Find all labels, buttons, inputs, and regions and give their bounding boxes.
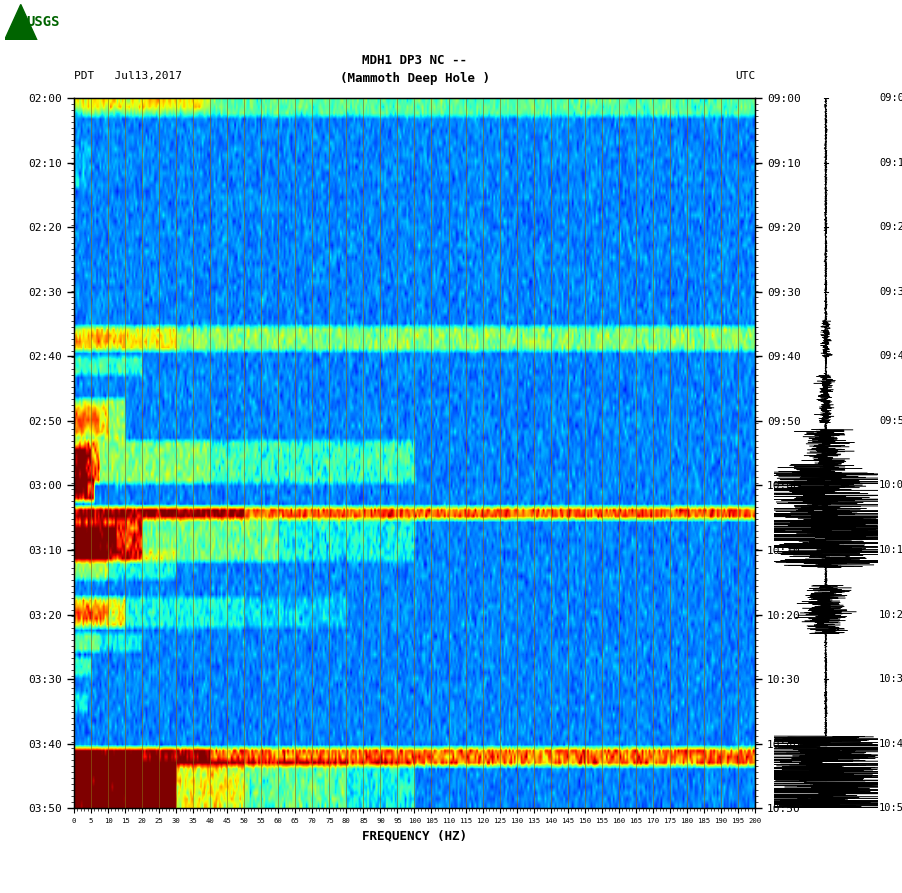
Text: 09:30: 09:30 xyxy=(879,287,902,296)
Text: USGS: USGS xyxy=(26,15,60,29)
Text: PDT   Jul13,2017: PDT Jul13,2017 xyxy=(74,71,182,81)
Text: 10:40: 10:40 xyxy=(879,739,902,748)
Text: 09:40: 09:40 xyxy=(879,351,902,362)
Text: MDH1 DP3 NC --: MDH1 DP3 NC -- xyxy=(363,54,467,67)
Text: 10:10: 10:10 xyxy=(879,545,902,555)
Polygon shape xyxy=(5,4,37,40)
Text: 10:30: 10:30 xyxy=(879,674,902,684)
Text: 10:50: 10:50 xyxy=(879,803,902,814)
X-axis label: FREQUENCY (HZ): FREQUENCY (HZ) xyxy=(362,830,467,842)
Text: 10:20: 10:20 xyxy=(879,610,902,620)
Text: (Mammoth Deep Hole ): (Mammoth Deep Hole ) xyxy=(340,71,490,85)
Text: 09:00: 09:00 xyxy=(879,93,902,104)
Text: 09:10: 09:10 xyxy=(879,158,902,168)
Text: 10:00: 10:00 xyxy=(879,480,902,490)
Text: 09:50: 09:50 xyxy=(879,416,902,426)
Text: 09:20: 09:20 xyxy=(879,222,902,232)
Text: UTC: UTC xyxy=(736,71,756,81)
